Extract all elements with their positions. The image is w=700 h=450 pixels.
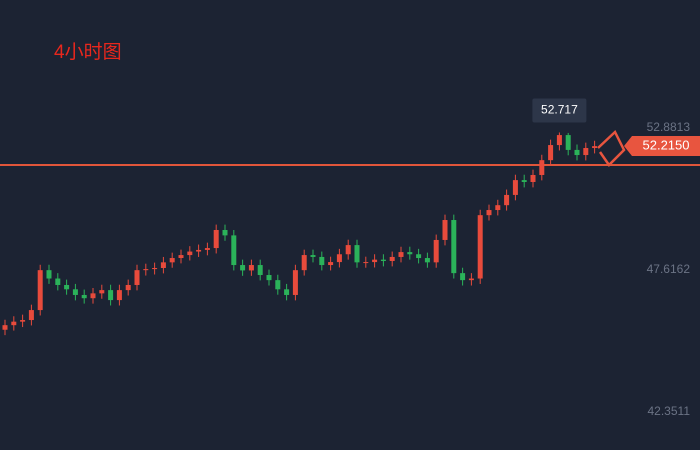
candle-body — [565, 135, 571, 150]
candle-body — [134, 270, 140, 285]
y-tick-label: 52.8813 — [647, 120, 691, 134]
candle-body — [556, 135, 562, 146]
candle-body — [398, 252, 404, 257]
candle-body — [196, 249, 202, 252]
tooltip-label: 52.717 — [541, 103, 578, 117]
price-tag-arrow — [624, 136, 632, 157]
candle-body — [548, 145, 554, 161]
candle-body — [292, 270, 298, 295]
candle-body — [336, 254, 342, 263]
candle-body — [310, 255, 316, 257]
candle-body — [64, 284, 70, 290]
candle-body — [433, 239, 439, 263]
candle-body — [152, 268, 158, 270]
candle-body — [81, 294, 87, 299]
candle-body — [389, 256, 395, 261]
y-tick-label: 42.3511 — [648, 404, 691, 418]
candle-body — [222, 229, 228, 236]
candle-body — [521, 180, 527, 182]
candle-body — [2, 325, 8, 330]
candle-body — [125, 284, 131, 291]
candle-body — [248, 265, 254, 271]
candle-body — [108, 290, 114, 301]
candle-body — [72, 289, 78, 295]
candle-body — [187, 251, 193, 256]
candle-body — [380, 259, 386, 261]
candle-body — [275, 280, 281, 290]
candle-body — [486, 210, 492, 216]
candle-body — [240, 265, 246, 271]
candle-body — [512, 180, 518, 195]
candle-body — [504, 194, 510, 206]
candle-body — [442, 220, 448, 240]
candle-body — [583, 148, 589, 156]
candle-body — [20, 320, 26, 322]
candle-body — [328, 262, 334, 266]
candle-body — [213, 229, 219, 249]
price-tag — [632, 136, 700, 157]
candle-body — [530, 174, 536, 182]
candle-body — [160, 262, 166, 269]
price-tag-label: 52.2150 — [643, 137, 690, 152]
candle-body — [468, 278, 474, 281]
candle-body — [301, 255, 307, 271]
candle-body — [424, 258, 430, 263]
y-tick-label: 47.6162 — [647, 262, 691, 276]
candle-body — [451, 220, 457, 274]
candle-body — [116, 290, 122, 301]
candle-body — [416, 254, 422, 259]
candle-body — [46, 270, 52, 279]
candle-body — [99, 290, 105, 294]
candle-body — [539, 160, 545, 175]
candle-body — [266, 275, 272, 281]
candle-body — [407, 252, 413, 255]
chart-title: 4小时图 — [54, 41, 122, 63]
candle-body — [284, 289, 290, 295]
drawn-arrow — [597, 129, 626, 167]
tooltip-box — [532, 98, 587, 123]
candle-body — [143, 269, 149, 271]
candle-body — [169, 258, 175, 263]
candle-body — [460, 273, 466, 281]
candle-body — [363, 262, 369, 264]
candle-body — [257, 265, 263, 276]
candle-body — [477, 215, 483, 279]
candle-body — [354, 245, 360, 263]
candle-body — [28, 310, 34, 321]
candle-body — [11, 321, 17, 326]
candle-body — [592, 146, 598, 149]
candle-body — [178, 255, 184, 259]
candle-body — [574, 149, 580, 156]
candle-body — [55, 278, 61, 285]
candle-body — [372, 259, 378, 263]
candle-body — [231, 235, 237, 266]
candle-body — [90, 293, 96, 299]
candle-body — [319, 256, 325, 266]
candle-body — [495, 205, 501, 211]
candle-body — [204, 248, 210, 250]
candle-body — [345, 245, 351, 255]
candle-body — [37, 270, 43, 311]
